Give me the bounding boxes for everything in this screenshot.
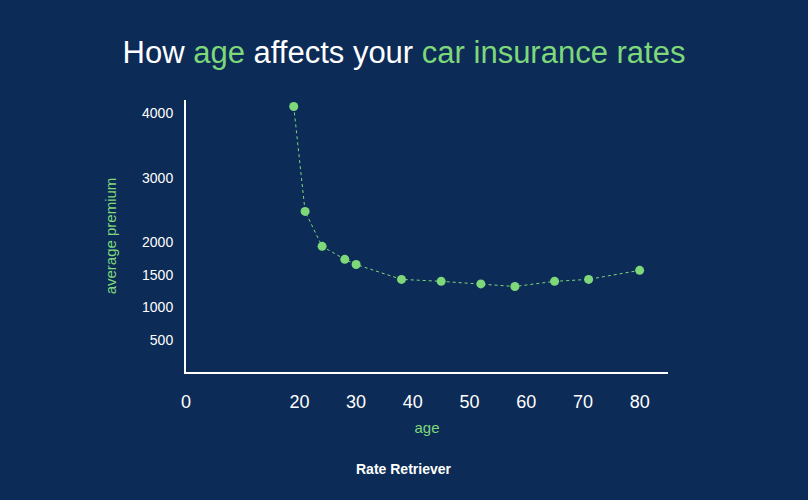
svg-text:average premium: average premium bbox=[102, 178, 119, 295]
svg-text:80: 80 bbox=[630, 392, 650, 412]
svg-text:1000: 1000 bbox=[142, 299, 173, 315]
svg-text:3000: 3000 bbox=[142, 170, 173, 186]
svg-text:How age affects your car insur: How age affects your car insurance rates bbox=[123, 35, 686, 70]
svg-text:age: age bbox=[414, 419, 439, 436]
svg-text:0: 0 bbox=[181, 392, 191, 412]
svg-text:20: 20 bbox=[289, 392, 309, 412]
svg-text:Rate Retriever: Rate Retriever bbox=[356, 461, 451, 477]
svg-text:2000: 2000 bbox=[142, 234, 173, 250]
svg-text:30: 30 bbox=[346, 392, 366, 412]
svg-text:40: 40 bbox=[403, 392, 423, 412]
svg-text:4000: 4000 bbox=[142, 105, 173, 121]
svg-text:70: 70 bbox=[573, 392, 593, 412]
svg-text:1500: 1500 bbox=[142, 267, 173, 283]
svg-text:500: 500 bbox=[150, 332, 174, 348]
svg-text:50: 50 bbox=[460, 392, 480, 412]
svg-text:60: 60 bbox=[516, 392, 536, 412]
